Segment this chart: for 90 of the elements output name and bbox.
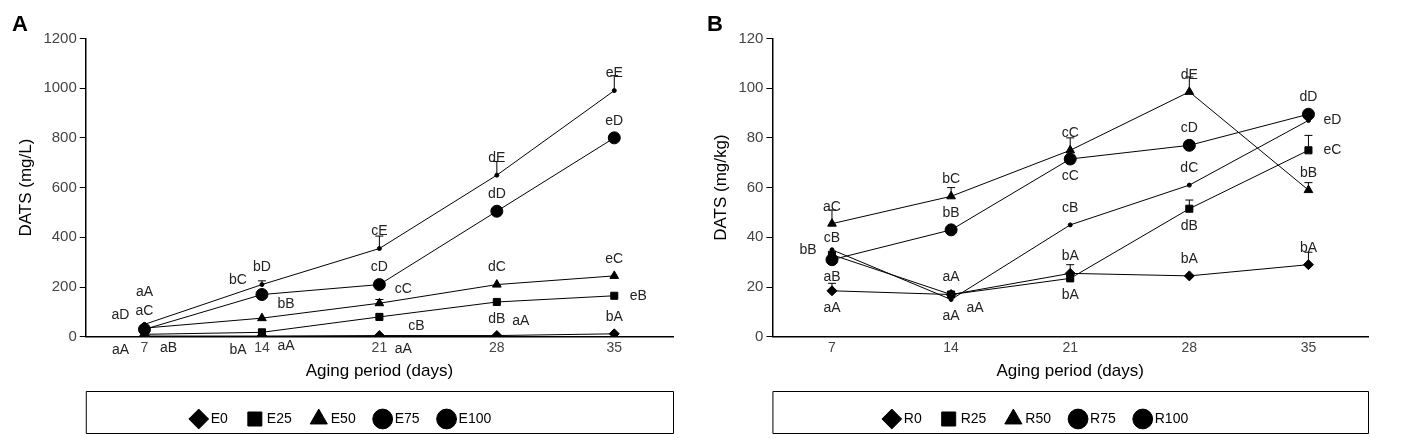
annotation: bB bbox=[942, 203, 960, 220]
chart-title: A bbox=[12, 11, 28, 37]
annotation: dC bbox=[1180, 158, 1199, 175]
annotation: bA bbox=[229, 340, 248, 357]
legend-label: R0 bbox=[903, 409, 922, 426]
x-tick-label: 35 bbox=[606, 339, 623, 356]
x-tick-label: 28 bbox=[1181, 339, 1198, 356]
annotation: cD bbox=[370, 258, 388, 275]
chart-title: B bbox=[707, 11, 723, 37]
legend-label: R75 bbox=[1090, 409, 1116, 426]
x-tick-label: 7 bbox=[140, 339, 149, 356]
x-tick-label: 35 bbox=[1300, 339, 1317, 356]
annotation: cC bbox=[1061, 166, 1079, 183]
annotation: eB bbox=[629, 286, 647, 303]
y-tick-label: 120 bbox=[738, 28, 764, 46]
y-tick-label: 40 bbox=[746, 227, 764, 245]
annotation: aA bbox=[942, 268, 961, 285]
y-tick-label: 100 bbox=[738, 78, 764, 96]
annotation: dE bbox=[1180, 65, 1198, 82]
x-tick-label: 21 bbox=[371, 339, 388, 356]
y-tick-label: 600 bbox=[51, 177, 77, 195]
x-tick-label: 14 bbox=[943, 339, 960, 356]
y-axis-title: DATS (mg/kg) bbox=[710, 134, 730, 241]
x-axis-title: Aging period (days) bbox=[305, 361, 454, 381]
annotation: dE bbox=[488, 149, 506, 166]
annotation: bA bbox=[1299, 238, 1318, 255]
annotation: dC bbox=[487, 258, 506, 275]
y-tick-label: 800 bbox=[51, 128, 77, 146]
legend-label: E100 bbox=[458, 409, 492, 426]
annotation: cE bbox=[371, 222, 388, 239]
annotation: bC bbox=[228, 271, 247, 288]
annotation: aA bbox=[277, 337, 296, 354]
y-tick-label: 400 bbox=[51, 227, 77, 245]
annotation: dD bbox=[487, 185, 506, 202]
annotation: bD bbox=[252, 258, 271, 275]
annotation: bA bbox=[1061, 247, 1080, 264]
y-tick-label: 1000 bbox=[43, 78, 77, 96]
annotation: eD bbox=[605, 111, 624, 128]
y-tick-label: 20 bbox=[746, 277, 764, 295]
x-tick-label: 14 bbox=[254, 339, 270, 356]
annotation: cB bbox=[1062, 198, 1079, 215]
annotation: bB bbox=[277, 295, 295, 312]
annotation: dB bbox=[1180, 216, 1198, 233]
annotation: aA bbox=[512, 312, 531, 329]
annotation: bA bbox=[605, 307, 624, 324]
annotation: cB bbox=[823, 228, 841, 245]
annotation: aA bbox=[823, 298, 842, 315]
annotation: aC bbox=[823, 197, 841, 214]
y-tick-label: 0 bbox=[755, 326, 764, 344]
annotation: bB bbox=[799, 240, 817, 257]
annotation: cB bbox=[408, 316, 425, 333]
y-tick-label: 60 bbox=[746, 177, 764, 195]
y-tick-label: 1200 bbox=[43, 28, 77, 46]
legend-label: E50 bbox=[330, 409, 356, 426]
annotation: eE bbox=[605, 64, 623, 81]
annotation: bA bbox=[1180, 249, 1199, 266]
annotation: cC bbox=[394, 280, 412, 297]
annotation: aC bbox=[135, 301, 154, 318]
y-tick-label: 200 bbox=[51, 277, 77, 295]
annotation: aB bbox=[159, 339, 178, 356]
annotation: cD bbox=[1180, 119, 1198, 136]
annotation: aD bbox=[111, 306, 130, 323]
annotation: aA bbox=[135, 283, 154, 300]
annotation: aA bbox=[394, 340, 413, 357]
legend-label: R50 bbox=[1025, 409, 1052, 426]
legend-label: R100 bbox=[1154, 409, 1189, 426]
annotation: eC bbox=[605, 249, 624, 266]
x-tick-label: 7 bbox=[828, 339, 837, 356]
legend-label: E0 bbox=[210, 409, 229, 426]
annotation: bB bbox=[1299, 163, 1318, 180]
annotation: eC bbox=[1323, 141, 1342, 158]
y-tick-label: 80 bbox=[746, 128, 764, 146]
annotation: dD bbox=[1299, 88, 1318, 105]
annotation: aA bbox=[111, 340, 130, 357]
legend-label: E25 bbox=[266, 409, 292, 426]
x-tick-label: 28 bbox=[489, 339, 505, 356]
annotation: bA bbox=[1061, 286, 1080, 303]
legend-label: R25 bbox=[960, 409, 987, 426]
x-tick-label: 21 bbox=[1062, 339, 1079, 356]
legend-label: E75 bbox=[394, 409, 420, 426]
annotation: bC bbox=[942, 170, 961, 187]
y-tick-label: 0 bbox=[68, 326, 77, 344]
annotation: aB bbox=[823, 267, 841, 284]
annotation: aA bbox=[942, 307, 961, 324]
annotation: cC bbox=[1061, 124, 1079, 141]
y-axis-title: DATS (mg/L) bbox=[15, 138, 35, 237]
annotation: eD bbox=[1323, 111, 1342, 128]
annotation: dB bbox=[488, 309, 506, 326]
annotation: aA bbox=[966, 299, 985, 316]
x-axis-title: Aging period (days) bbox=[996, 361, 1144, 381]
